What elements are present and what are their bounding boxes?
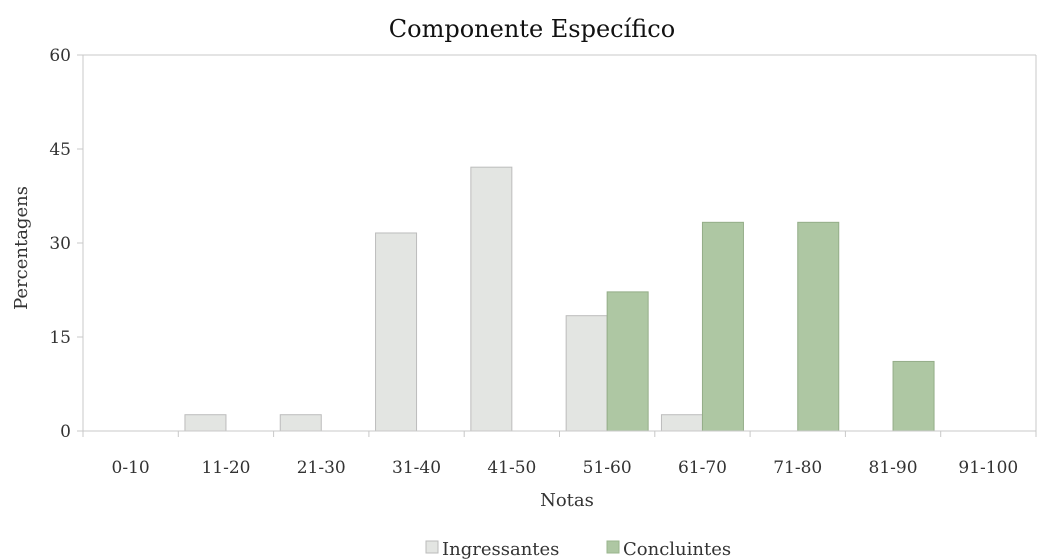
y-tick-label: 0	[60, 422, 71, 442]
y-axis-label: Percentagens	[11, 186, 32, 310]
x-tick-label: 0-10	[112, 458, 150, 478]
bar-ingressantes-11-20	[184, 414, 227, 432]
y-axis-ticks: 0 15 30 45 60	[49, 46, 83, 442]
bar-ingressantes-61-70	[660, 414, 703, 432]
x-tick-label: 61-70	[678, 458, 727, 478]
bar-ingressantes-41-50	[470, 166, 513, 432]
x-tick-label: 41-50	[487, 458, 536, 478]
x-tick-label: 11-20	[201, 458, 250, 478]
legend-label-ingressantes: Ingressantes	[442, 539, 559, 560]
bar-concluintes-81-90	[892, 360, 935, 432]
y-tick-label: 60	[49, 46, 71, 66]
bar-ingressantes-51-60	[565, 315, 608, 432]
legend-swatch-ingressantes	[425, 540, 439, 554]
x-tick-label: 81-90	[869, 458, 918, 478]
bar-concluintes-61-70	[701, 221, 744, 432]
bar-concluintes-71-80	[797, 221, 840, 432]
x-tick-label: 21-30	[297, 458, 346, 478]
bar-ingressantes-31-40	[375, 232, 418, 432]
chart-title: Componente Específico	[389, 15, 675, 43]
y-tick-label: 30	[49, 234, 71, 254]
x-tick-label: 71-80	[773, 458, 822, 478]
bar-ingressantes-21-30	[279, 414, 322, 432]
x-tick-label: 91-100	[958, 458, 1018, 478]
legend-swatch-concluintes	[606, 540, 620, 554]
x-axis-ticks: 0-10 11-20 21-30 31-40 41-50 51-60 61-70 71-80 8…	[82, 431, 1037, 478]
legend-label-concluintes: Concluintes	[623, 539, 731, 560]
x-tick-label: 51-60	[583, 458, 632, 478]
y-tick-label: 45	[49, 140, 71, 160]
bars	[184, 166, 935, 432]
legend: Ingressantes Concluintes	[425, 539, 731, 560]
bar-concluintes-51-60	[606, 291, 649, 432]
x-axis-label: Notas	[540, 490, 594, 511]
y-tick-label: 15	[49, 328, 71, 348]
x-tick-label: 31-40	[392, 458, 441, 478]
